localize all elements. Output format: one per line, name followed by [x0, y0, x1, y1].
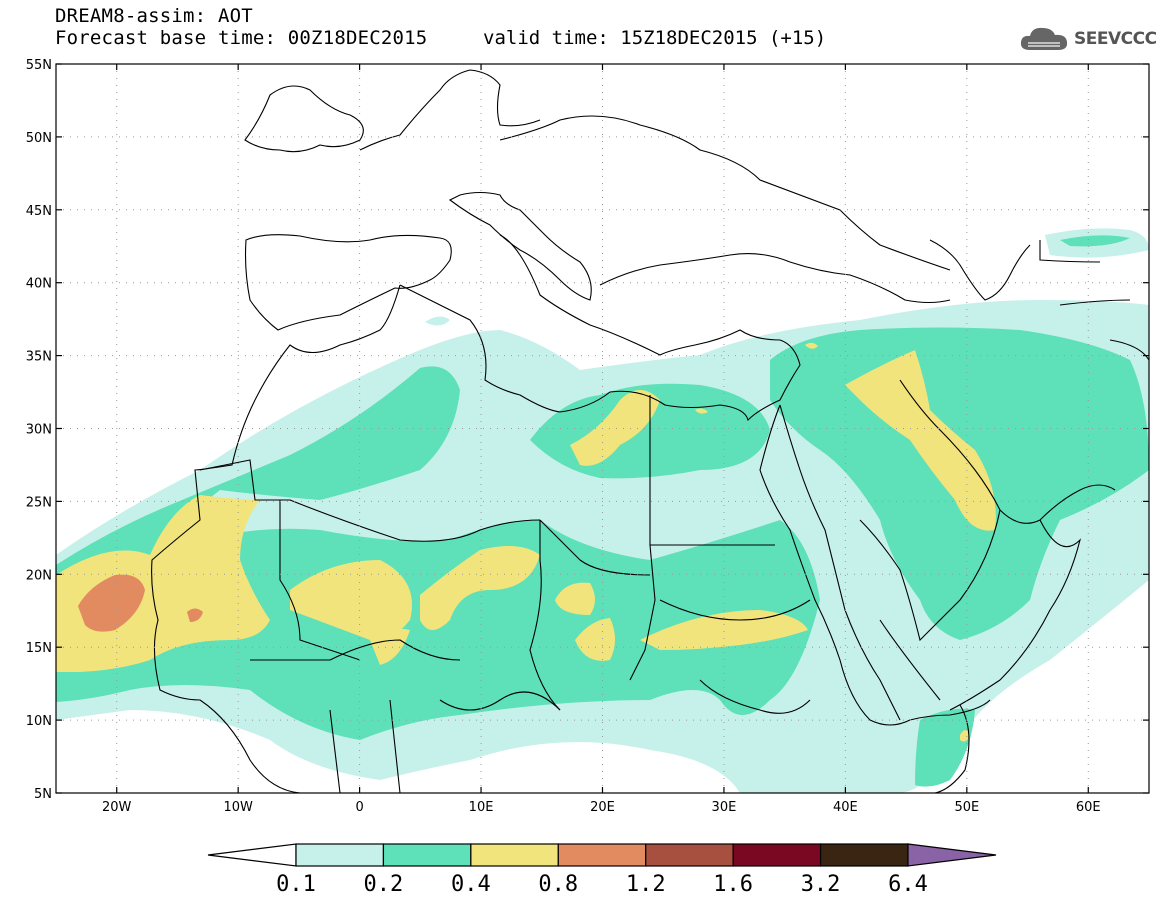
lat-label: 5N: [34, 787, 52, 802]
colorbar-swatch: [557, 843, 647, 867]
colorbar-label: 0.1: [276, 872, 316, 897]
longitude-labels: 20W 10W 0 10E 20E 30E 40E 50E 60E: [102, 800, 1101, 815]
lat-label: 55N: [26, 58, 52, 73]
graticule: [56, 64, 1149, 793]
coastlines: [151, 69, 1149, 793]
valid-time: valid time: 15Z18DEC2015 (+15): [483, 27, 827, 49]
lat-label: 30N: [26, 423, 52, 438]
cloud-icon: [1020, 27, 1068, 50]
axis-ticks: [56, 63, 1149, 794]
colorbar-swatch: [819, 843, 909, 867]
colorbar-label: 6.4: [888, 872, 928, 897]
lon-label: 0: [355, 800, 363, 815]
forecast-base-time: Forecast base time: 00Z18DEC2015: [55, 27, 428, 49]
lat-label: 20N: [26, 568, 52, 583]
colorbar-swatch: [732, 843, 822, 867]
seevccc-logo: SEEVCCC: [1018, 22, 1157, 56]
lat-label: 15N: [26, 641, 52, 656]
colorbar-swatch: [295, 843, 385, 867]
colorbar-label: 0.2: [363, 872, 404, 897]
lat-label: 50N: [26, 131, 52, 146]
lon-label: 20W: [102, 800, 132, 815]
logo-text: SEEVCCC: [1074, 29, 1157, 49]
lat-label: 25N: [26, 495, 52, 510]
lon-label: 60E: [1076, 800, 1101, 815]
aot-band-0-4: [56, 342, 996, 742]
lat-label: 35N: [26, 350, 52, 365]
lon-label: 10E: [469, 800, 494, 815]
colorbar-swatch: [470, 843, 559, 867]
colorbar-label: 1.2: [625, 872, 666, 897]
colorbar-label: 0.8: [538, 872, 579, 897]
aot-shading: [56, 228, 1149, 793]
lon-label: 30E: [712, 800, 737, 815]
lon-label: 40E: [833, 800, 858, 815]
colorbar-swatch: [645, 843, 734, 867]
colorbar-label: 1.6: [713, 872, 754, 897]
colorbar-high-arrow: [907, 843, 997, 867]
lon-label: 10W: [223, 800, 253, 815]
latitude-labels: 55N 50N 45N 40N 35N 30N 25N 20N 15N 10N 5N: [26, 58, 52, 802]
colorbar-low-arrow: [207, 843, 297, 867]
lat-label: 40N: [26, 277, 52, 292]
lat-label: 45N: [26, 204, 52, 219]
colorbar-label: 0.4: [450, 872, 491, 897]
lon-label: 20E: [590, 800, 615, 815]
lon-label: 50E: [954, 800, 979, 815]
aot-band-0-8: [78, 574, 203, 632]
colorbar-swatch: [382, 843, 472, 867]
map-title: DREAM8-assim: AOT: [55, 5, 253, 27]
colorbar-label: 3.2: [800, 872, 841, 897]
lat-label: 10N: [26, 714, 52, 729]
colorbar: [207, 843, 997, 867]
